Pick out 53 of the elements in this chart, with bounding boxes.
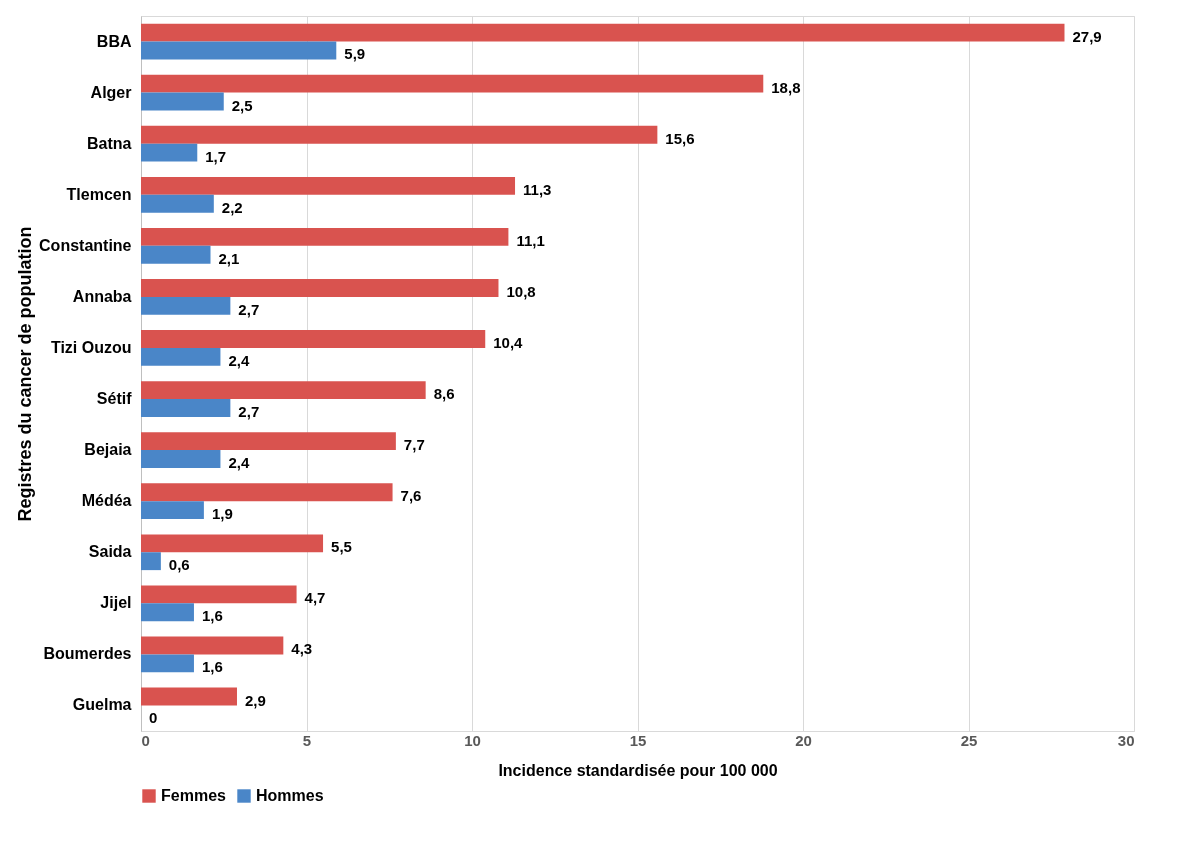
data-label: 10,4 (493, 334, 524, 352)
data-label: 10,8 (506, 282, 536, 300)
data-label: 1,6 (201, 658, 223, 676)
y-tick-label: Médéa (81, 492, 132, 510)
data-label: 7,6 (400, 487, 422, 505)
data-label: 11,1 (516, 231, 545, 249)
data-label: 2,4 (228, 351, 250, 369)
data-label: 5,5 (331, 538, 352, 556)
data-label: 15,6 (665, 129, 695, 147)
data-label: 11,3 (523, 180, 552, 198)
y-tick-label: Alger (90, 83, 132, 101)
data-label: 2,9 (244, 691, 266, 709)
data-label: 0 (149, 709, 158, 727)
data-label: 2,7 (238, 300, 260, 318)
x-tick-label: 5 (302, 731, 312, 749)
y-axis-title: Registres du cancer de population (15, 226, 36, 522)
y-tick-label: Guelma (72, 696, 132, 714)
data-label: 4,7 (304, 589, 326, 607)
y-tick-label: Annaba (72, 287, 132, 305)
data-label: 2,2 (221, 198, 243, 216)
data-label: 1,9 (211, 505, 233, 523)
x-axis-title: Incidence standardisée pour 100 000 (498, 761, 778, 779)
data-label: 27,9 (1072, 27, 1102, 45)
data-label: 1,7 (205, 147, 227, 165)
x-tick-label: 10 (464, 731, 481, 749)
legend-label: Hommes (256, 787, 324, 804)
y-tick-label: Jijel (100, 594, 132, 612)
y-tick-label: Bejaia (84, 441, 132, 459)
y-tick-label: BBA (96, 32, 132, 50)
x-tick-label: 0 (141, 731, 150, 749)
data-label: 4,3 (291, 640, 313, 658)
data-label: 2,4 (228, 454, 250, 472)
y-tick-label: Constantine (39, 236, 132, 254)
y-tick-label: Tlemcen (66, 185, 132, 203)
y-tick-label: Saida (88, 543, 132, 561)
x-tick-label: 25 (960, 731, 978, 749)
data-label: 18,8 (771, 78, 801, 96)
x-tick-label: 30 (1117, 731, 1135, 749)
data-label: 2,7 (238, 402, 260, 420)
data-label: 2,1 (218, 249, 240, 267)
legend-label: Femmes (161, 787, 227, 804)
y-tick-label: Tizi Ouzou (50, 338, 132, 356)
y-tick-label: Sétif (96, 390, 133, 408)
data-label: 1,6 (201, 607, 223, 625)
y-tick-label: Batna (87, 134, 132, 152)
data-label: 2,5 (231, 96, 253, 114)
y-tick-label: Boumerdes (43, 645, 132, 663)
x-tick-label: 20 (795, 731, 812, 749)
data-label: 5,9 (344, 45, 366, 63)
data-label: 8,6 (433, 385, 455, 403)
data-label: 7,7 (403, 436, 425, 454)
x-tick-label: 15 (629, 731, 647, 749)
data-label: 0,6 (168, 556, 190, 574)
